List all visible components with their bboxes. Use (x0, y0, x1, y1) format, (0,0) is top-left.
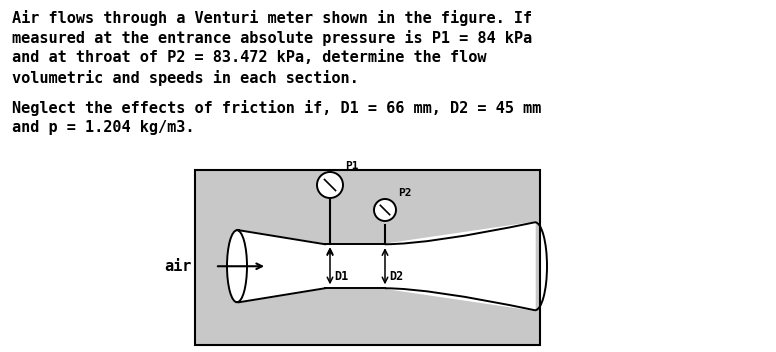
Text: Neglect the effects of friction if, D1 = 66 mm, D2 = 45 mm: Neglect the effects of friction if, D1 =… (12, 100, 541, 116)
Ellipse shape (317, 172, 343, 198)
Ellipse shape (374, 199, 396, 221)
Bar (195, 170, 540, 345)
Polygon shape (239, 222, 535, 310)
Ellipse shape (227, 230, 247, 302)
Text: Air flows through a Venturi meter shown in the figure. If: Air flows through a Venturi meter shown … (12, 10, 532, 26)
Text: volumetric and speeds in each section.: volumetric and speeds in each section. (12, 70, 359, 86)
Text: P2: P2 (398, 188, 411, 198)
Text: measured at the entrance absolute pressure is P1 = 84 kPa: measured at the entrance absolute pressu… (12, 30, 532, 46)
Text: D1: D1 (334, 270, 348, 283)
Text: P1: P1 (345, 161, 359, 171)
Text: and at throat of P2 = 83.472 kPa, determine the flow: and at throat of P2 = 83.472 kPa, determ… (12, 50, 487, 65)
Bar (195, 170, 540, 345)
Text: air: air (165, 259, 192, 274)
Text: and p = 1.204 kg/m3.: and p = 1.204 kg/m3. (12, 120, 195, 135)
Text: D2: D2 (389, 270, 404, 283)
